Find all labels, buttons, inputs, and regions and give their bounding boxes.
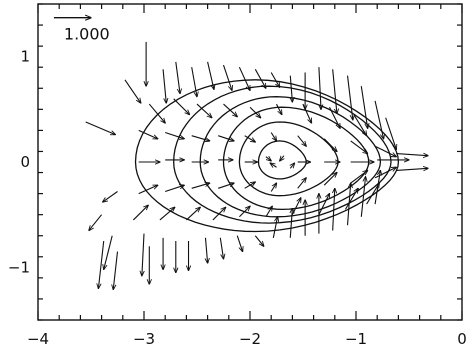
vector-arrow	[223, 103, 238, 117]
vector-arrow	[265, 206, 272, 218]
axis-ticks: −4 −3 −2 −1 0 −1 0 1	[8, 3, 467, 348]
vector-arrow	[239, 206, 250, 218]
y-tick-label: 0	[20, 153, 30, 171]
x-tick-label: −1	[345, 330, 367, 348]
vector-arrow	[333, 188, 335, 231]
contour-line	[173, 85, 392, 224]
contour-line	[257, 140, 307, 180]
vector-arrow	[113, 251, 119, 290]
vector-arrow	[374, 167, 396, 179]
vector-arrow	[350, 140, 368, 154]
x-tick-label: −3	[133, 330, 155, 348]
vector-arrow	[236, 235, 242, 252]
vector-arrow	[205, 237, 207, 263]
vector-arrow	[244, 135, 256, 142]
vector-arrow	[265, 157, 271, 161]
vector-arrow	[374, 100, 383, 139]
vector-arrow	[290, 75, 292, 102]
vector-arrow	[207, 61, 214, 89]
vector-arrow	[173, 98, 190, 115]
y-tick-label: 1	[20, 48, 30, 66]
vector-arrow	[297, 135, 306, 147]
vector-arrow	[270, 163, 277, 167]
vector-arrow	[191, 183, 210, 189]
vector-arrow	[254, 235, 263, 247]
vector-arrow	[302, 103, 311, 123]
vector-arrow	[138, 185, 158, 195]
vector-arrow	[290, 163, 294, 169]
vector-arrow	[353, 114, 367, 136]
vector-arrow	[162, 69, 166, 103]
vector-arrow	[133, 205, 148, 221]
vector-arrow	[254, 69, 266, 88]
vector-arrow	[191, 67, 197, 96]
vector-arrow	[360, 86, 367, 128]
vector-arrow	[218, 135, 234, 141]
vector-arrow	[148, 103, 165, 123]
vector-arrow	[238, 66, 250, 90]
vector-arrow	[186, 207, 200, 221]
vector-arrow	[323, 138, 337, 152]
vector-arrow	[319, 67, 321, 109]
vector-arrow	[270, 72, 279, 87]
vector-arrow	[323, 173, 337, 186]
vector-arrow	[138, 129, 158, 138]
contour-line	[238, 121, 339, 197]
x-tick-label: −4	[27, 330, 49, 348]
vector-arrow	[350, 170, 368, 184]
vector-arrow	[222, 64, 232, 90]
vector-arrow	[191, 135, 210, 141]
vector-arrow	[344, 188, 358, 210]
vector-arrows	[85, 41, 428, 290]
vector-arrow	[290, 208, 292, 238]
vector-arrow	[270, 132, 276, 141]
contour-line	[199, 96, 382, 218]
vector-arrow	[159, 207, 175, 221]
vector-arrow	[212, 207, 226, 221]
vector-arrow	[329, 106, 341, 128]
vector-arrow	[318, 194, 330, 215]
vector-arrow	[219, 237, 223, 259]
vector-arrow	[366, 183, 380, 205]
vector-arrow	[270, 183, 276, 192]
x-tick-label: 0	[457, 330, 467, 348]
vector-arrow	[280, 155, 284, 161]
vector-arrow	[374, 145, 396, 157]
vector-arrow	[89, 214, 103, 231]
vector-arrow	[142, 233, 144, 276]
vector-arrow	[249, 106, 261, 118]
contour-line	[134, 79, 400, 233]
scale-key: 1.000	[53, 18, 110, 44]
vector-arrow	[104, 235, 113, 270]
vector-arrow	[385, 117, 397, 150]
vector-arrow	[85, 121, 116, 135]
vector-arrow	[360, 177, 365, 217]
vector-arrow	[276, 103, 282, 115]
vector-arrow	[218, 183, 234, 189]
vector-arrow	[103, 191, 118, 202]
scale-label: 1.000	[64, 25, 110, 44]
vector-arrow	[98, 240, 105, 288]
vector-arrow	[374, 170, 380, 205]
y-tick-label: −1	[8, 258, 30, 276]
vector-arrow	[396, 154, 428, 156]
vector-arrow	[346, 75, 353, 120]
vector-arrow	[297, 178, 306, 189]
vector-arrow	[165, 131, 184, 139]
vector-arrow	[291, 198, 300, 215]
vector-arrow	[272, 217, 277, 238]
contour-line	[222, 106, 370, 211]
vector-arrow	[346, 183, 351, 226]
x-tick-label: −2	[239, 330, 261, 348]
contour-lines	[134, 79, 400, 233]
vector-arrow	[244, 182, 256, 189]
vector-arrow	[332, 69, 337, 113]
vector-arrow	[124, 79, 141, 103]
vector-arrow	[396, 168, 428, 170]
vector-arrow	[175, 61, 180, 94]
vector-arrow	[196, 103, 212, 118]
vector-arrow	[165, 185, 184, 193]
